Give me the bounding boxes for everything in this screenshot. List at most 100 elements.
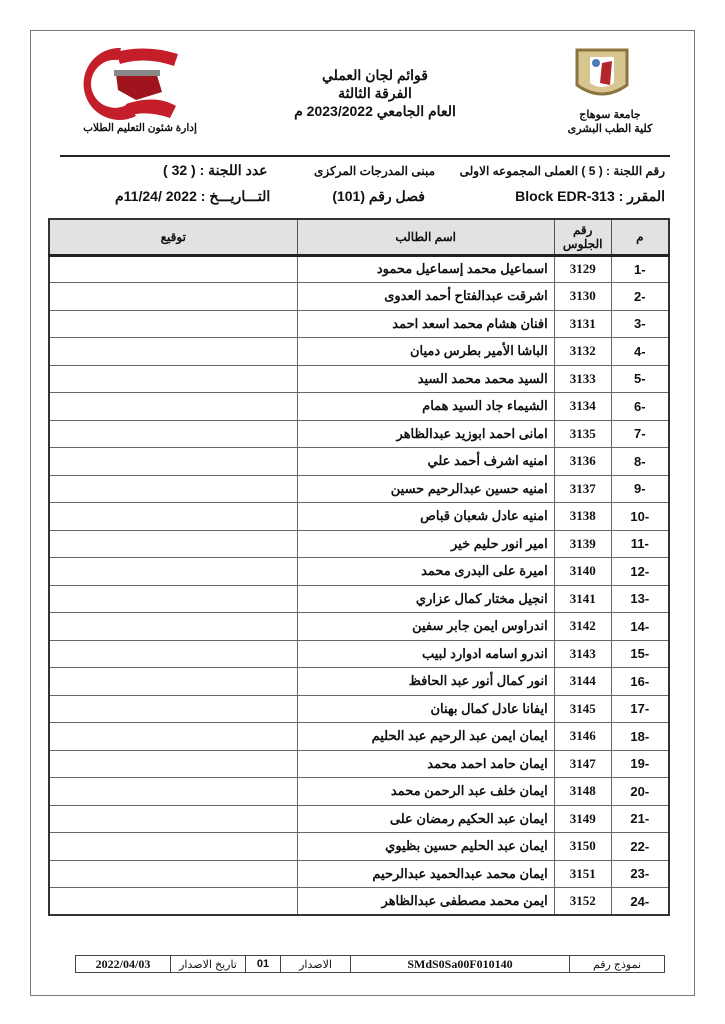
signature-cell [48,364,298,393]
faculty-of-medicine-logo [83,47,178,120]
seat-number: 3129 [553,254,612,283]
signature-cell [48,337,298,366]
table-row: -14 3142 اندراوس ايمن جابر سفين [48,612,670,641]
row-index: -6 [610,392,670,421]
student-name: اندرو اسامه ادوارد لبيب [296,639,555,668]
version: 01 [245,955,281,973]
row-index: -21 [610,804,670,833]
classroom: فصل رقم (101) [332,188,425,204]
student-name: انجيل مختار كمال عزاري [296,584,555,613]
seat-number: 3135 [553,419,612,448]
student-name: ايمان محمد عبدالحميد عبدالرحيم [296,859,555,888]
seat-number: 3138 [553,502,612,531]
table-row: -11 3139 امير انور حليم خير [48,529,670,558]
signature-cell [48,254,298,283]
row-index: -10 [610,502,670,531]
student-name: ايفانا عادل كمال بهنان [296,694,555,723]
title-line-3: العام الجامعي 2023/2022 م [294,103,456,119]
signature-cell [48,859,298,888]
table-row: -4 3132 الباشا الأمير بطرس دميان [48,337,670,366]
seat-number: 3130 [553,282,612,311]
seat-number: 3151 [553,859,612,888]
issue-date-label: تاريخ الاصدار [170,955,246,973]
table-header: م رقم الجلوس اسم الطالب توقيع [48,218,670,257]
student-name: ايمن محمد مصطفى عبدالظاهر [296,887,555,916]
date: التـــاريـــخ : 2022 /11/24م [115,188,271,204]
title-line-2: الفرقة الثالثة [338,85,412,101]
university-label: جامعة سوهاج [579,109,641,121]
student-name: ايمان ايمن عبد الرحيم عبد الحليم [296,722,555,751]
signature-cell [48,722,298,751]
page-border [30,30,695,996]
seat-number: 3148 [553,777,612,806]
seat-number: 3133 [553,364,612,393]
table-row: -16 3144 انور كمال أنور عبد الحافظ [48,667,670,696]
table-row: -1 3129 اسماعيل محمد إسماعيل محمود [48,254,670,283]
issue-date: 2022/04/03 [75,955,171,973]
seat-number: 3146 [553,722,612,751]
table-row: -7 3135 امانى احمد ابوزيد عبدالظاهر [48,419,670,448]
row-index: -11 [610,529,670,558]
row-index: -20 [610,777,670,806]
signature-cell [48,282,298,311]
header-index: م [610,218,670,257]
table-row: -5 3133 السيد محمد محمد السيد [48,364,670,393]
signature-cell [48,804,298,833]
student-name: امنيه عادل شعبان قباص [296,502,555,531]
row-index: -15 [610,639,670,668]
signature-cell [48,639,298,668]
student-name: السيد محمد محمد السيد [296,364,555,393]
university-name: جامعة سوهاج كلية الطب البشرى [560,108,660,136]
row-index: -5 [610,364,670,393]
seat-number: 3141 [553,584,612,613]
seat-number: 3139 [553,529,612,558]
faculty-label: كلية الطب البشرى [567,123,653,135]
row-index: -9 [610,474,670,503]
seat-number: 3145 [553,694,612,723]
row-index: -13 [610,584,670,613]
table-row: -23 3151 ايمان محمد عبدالحميد عبدالرحيم [48,859,670,888]
signature-cell [48,529,298,558]
form-number: SMdS0Sa00F010140 [350,955,570,973]
student-name: افنان هشام محمد اسعد احمد [296,309,555,338]
row-index: -1 [610,254,670,283]
seat-number: 3132 [553,337,612,366]
seat-number: 3143 [553,639,612,668]
signature-cell [48,557,298,586]
signature-cell [48,749,298,778]
title-line-1: قوائم لجان العملي [322,67,428,83]
student-name: اميرة على البدرى محمد [296,557,555,586]
signature-cell [48,419,298,448]
student-name: ايمان عبد الحليم حسين بظيوي [296,832,555,861]
signature-cell [48,474,298,503]
seat-number: 3150 [553,832,612,861]
signature-cell [48,694,298,723]
row-index: -24 [610,887,670,916]
row-index: -16 [610,667,670,696]
course: المقرر : Block EDR-313 [515,188,665,204]
row-index: -2 [610,282,670,311]
seat-number: 3147 [553,749,612,778]
seat-number: 3134 [553,392,612,421]
row-index: -22 [610,832,670,861]
signature-cell [48,612,298,641]
table-row: -8 3136 امنيه اشرف أحمد علي [48,447,670,476]
seat-number: 3142 [553,612,612,641]
row-index: -19 [610,749,670,778]
document-title: قوائم لجان العملي الفرقة الثالثة العام ا… [250,66,500,120]
seat-number: 3152 [553,887,612,916]
student-name: امنيه حسين عبدالرحيم حسين [296,474,555,503]
signature-cell [48,392,298,421]
signature-cell [48,447,298,476]
row-index: -7 [610,419,670,448]
sohag-university-seal [575,48,629,96]
row-index: -8 [610,447,670,476]
header-signature: توقيع [48,218,298,257]
student-name: اندراوس ايمن جابر سفين [296,612,555,641]
table-row: -19 3147 ايمان حامد احمد محمد [48,749,670,778]
table-row: -17 3145 ايفانا عادل كمال بهنان [48,694,670,723]
signature-cell [48,777,298,806]
table-row: -2 3130 اشرقت عبدالفتاح أحمد العدوى [48,282,670,311]
table-row: -3 3131 افنان هشام محمد اسعد احمد [48,309,670,338]
header-name: اسم الطالب [296,218,555,257]
